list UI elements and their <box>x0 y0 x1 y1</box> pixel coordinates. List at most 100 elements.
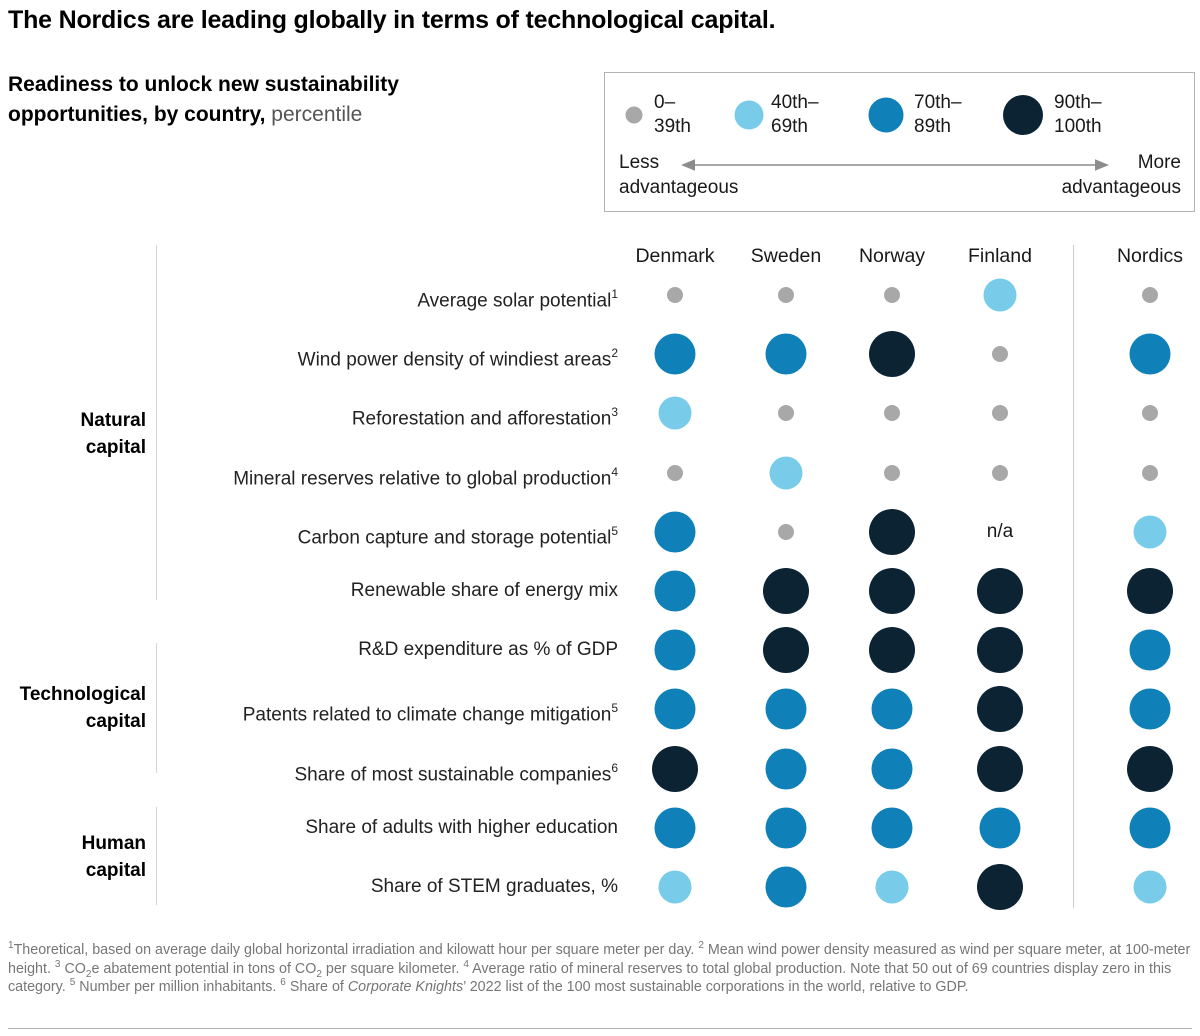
legend-range-line2: 100th <box>1054 116 1102 137</box>
group-label-line1: Human <box>81 833 146 854</box>
percentile-dot-0-39-nordics <box>1142 465 1158 481</box>
percentile-dot-70-89-nordics <box>1129 629 1171 671</box>
percentile-dot-70-89-denmark <box>654 688 696 730</box>
row-label-footnote-ref: 2 <box>611 346 618 360</box>
percentile-dot-90-100-sweden <box>763 627 809 673</box>
footnote-sup: 3 <box>54 958 61 970</box>
legend-range-line1: 70th– <box>914 92 962 113</box>
row-label-footnote-ref: 5 <box>611 701 618 715</box>
column-header-denmark: Denmark <box>635 245 715 267</box>
row-label: Share of adults with higher education <box>305 814 618 842</box>
subtitle-bold: Readiness to unlock new sustainability o… <box>8 73 399 126</box>
percentile-dot-40-69-nordics <box>1133 870 1167 904</box>
footnote-text: Theoretical, based on average daily glob… <box>13 942 699 958</box>
percentile-dot-40-69-nordics <box>1133 515 1167 549</box>
row-label: Carbon capture and storage potential5 <box>298 518 618 552</box>
percentile-dot-90-100-norway <box>869 331 915 377</box>
percentile-dot-70-89-sweden <box>765 748 807 790</box>
row-label: Wind power density of windiest areas2 <box>298 340 618 374</box>
legend-dot-70-89 <box>868 97 904 133</box>
double-arrow-icon <box>681 159 1109 171</box>
row-label-text: Renewable share of energy mix <box>350 580 618 601</box>
percentile-dot-70-89-denmark <box>654 629 696 671</box>
footnote-text: e abatement potential in tons of CO <box>91 960 317 977</box>
percentile-dot-0-39-sweden <box>778 287 794 303</box>
percentile-dot-0-39-norway <box>884 287 900 303</box>
group-label-line2: capital <box>85 711 146 732</box>
percentile-dot-0-39-sweden <box>778 524 794 540</box>
legend-dot-90-100 <box>1003 95 1043 135</box>
percentile-dot-70-89-sweden <box>765 866 807 908</box>
chart-subtitle: Readiness to unlock new sustainability o… <box>8 70 488 130</box>
footnote-sub: 2 <box>316 968 322 980</box>
percentile-dot-0-39-sweden <box>778 405 794 421</box>
percentile-dot-0-39-finland <box>992 405 1008 421</box>
percentile-dot-40-69-sweden <box>769 456 803 490</box>
percentile-dot-0-39-denmark <box>667 465 683 481</box>
row-label: R&D expenditure as % of GDP <box>358 636 618 664</box>
na-value-finland: n/a <box>986 521 1014 542</box>
percentile-dot-70-89-denmark <box>654 333 696 375</box>
legend-range-line1: 90th– <box>1054 92 1102 113</box>
group-label-line1: Natural <box>80 410 146 431</box>
column-header-norway: Norway <box>858 245 926 267</box>
percentile-dot-70-89-denmark <box>654 511 696 553</box>
legend-box: 0– 39th 40th– 69th 70th– 89th 90th– 100th Less … <box>604 72 1195 212</box>
legend-range-line2: 39th <box>654 116 691 137</box>
footnote-text: ’ 2022 list of the 100 most sustainable … <box>463 979 969 996</box>
footnote-text: CO <box>60 960 86 977</box>
less-label-line1: Less <box>619 152 660 173</box>
percentile-dot-90-100-denmark <box>652 746 698 792</box>
percentile-dot-40-69-denmark <box>658 396 692 430</box>
row-label: Patents related to climate change mitiga… <box>243 695 618 729</box>
column-header-finland: Finland <box>968 245 1032 267</box>
percentile-dot-90-100-finland <box>977 627 1023 673</box>
percentile-dot-0-39-nordics <box>1142 405 1158 421</box>
percentile-dot-70-89-sweden <box>765 333 807 375</box>
percentile-dot-0-39-finland <box>992 346 1008 362</box>
row-label: Renewable share of energy mix <box>351 577 618 605</box>
percentile-dot-70-89-nordics <box>1129 333 1171 375</box>
percentile-dot-90-100-finland <box>977 568 1023 614</box>
group-label-technological: Technological capital <box>20 681 146 735</box>
more-label-line1: More <box>1137 152 1181 173</box>
percentile-dot-70-89-denmark <box>654 807 696 849</box>
page-title: The Nordics are leading globally in term… <box>8 6 776 34</box>
row-label-text: Carbon capture and storage potential <box>297 527 612 549</box>
percentile-dot-90-100-finland <box>977 746 1023 792</box>
percentile-dot-40-69-denmark <box>658 870 692 904</box>
group-divider-line <box>156 245 157 600</box>
legend-axis-less: Less advantageous <box>619 150 738 200</box>
group-label-line1: Technological <box>19 684 146 705</box>
footnote-text: Average ratio of mineral reserves to tot… <box>8 960 1172 996</box>
row-label-text: R&D expenditure as % of GDP <box>358 639 618 660</box>
legend-range-label: 90th– 100th <box>1054 91 1102 139</box>
row-label-text: Average solar potential <box>417 290 612 312</box>
legend-range-label: 40th– 69th <box>771 91 819 139</box>
percentile-dot-70-89-nordics <box>1129 807 1171 849</box>
row-label-text: Share of adults with higher education <box>305 817 618 838</box>
percentile-dot-70-89-finland <box>979 807 1021 849</box>
footnote-sup: 4 <box>463 958 469 970</box>
footnote-italic: Corporate Knights <box>347 979 464 996</box>
row-label-text: Share of STEM graduates, % <box>370 876 618 897</box>
percentile-dot-90-100-nordics <box>1127 568 1173 614</box>
legend-range-line2: 69th <box>771 116 808 137</box>
column-header-sweden: Sweden <box>750 245 822 267</box>
percentile-dot-90-100-finland <box>977 864 1023 910</box>
legend-dot-0-39 <box>625 106 643 124</box>
percentile-dot-70-89-norway <box>871 688 913 730</box>
row-label-text: Wind power density of windiest areas <box>297 349 612 371</box>
row-label-text: Patents related to climate change mitiga… <box>242 704 612 726</box>
percentile-dot-70-89-nordics <box>1129 688 1171 730</box>
row-label: Reforestation and afforestation3 <box>352 399 618 433</box>
row-label-footnote-ref: 6 <box>611 761 618 775</box>
percentile-dot-90-100-norway <box>869 568 915 614</box>
legend-range-line1: 0– <box>654 92 676 113</box>
legend-range-label: 70th– 89th <box>914 91 962 139</box>
row-label-footnote-ref: 1 <box>611 287 618 301</box>
group-label-natural: Natural capital <box>81 407 146 461</box>
footnote-text: Mean wind power density measured as wind… <box>8 942 1191 977</box>
percentile-dot-70-89-sweden <box>765 807 807 849</box>
